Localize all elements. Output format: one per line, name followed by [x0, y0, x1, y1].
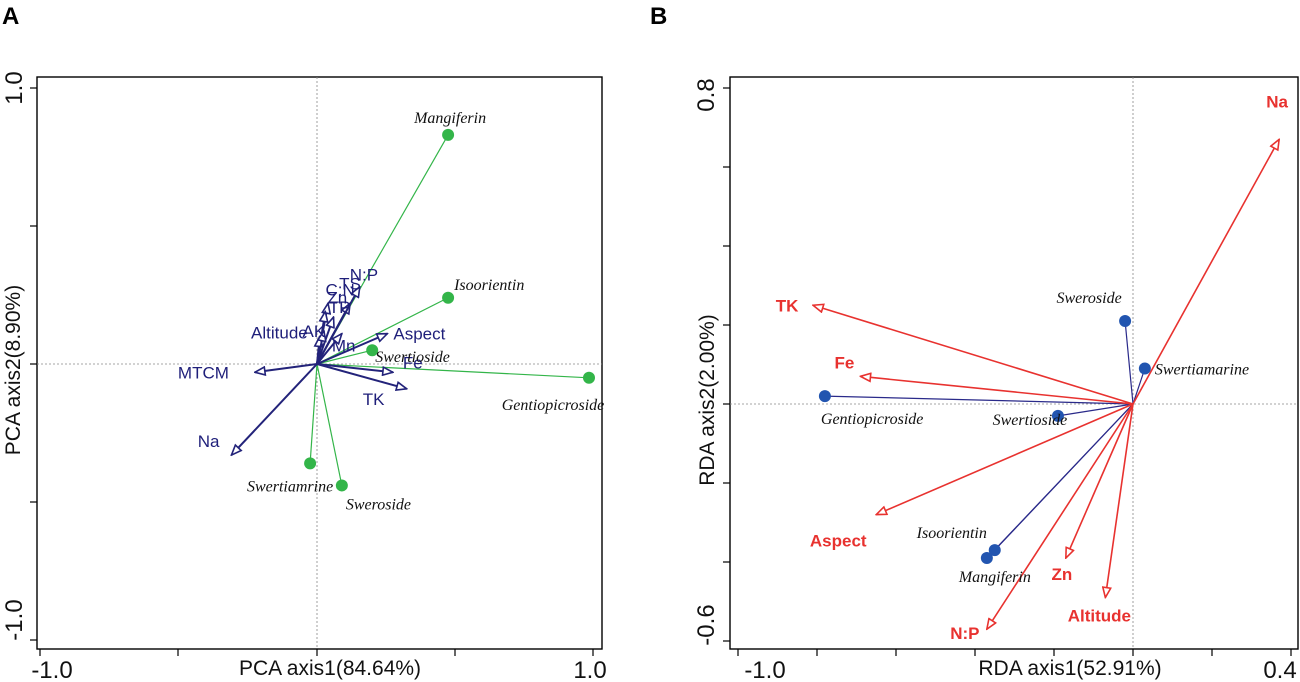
- pca-compound-point-swertiamrine: [304, 457, 317, 470]
- pca-vector-label-altitude: Altitude: [251, 323, 308, 342]
- rda-plot-frame: [729, 76, 1299, 650]
- pca-compound-line-sweroside: [316, 363, 343, 486]
- pca-y-axis-label: PCA axis2(8.90%): [2, 285, 25, 455]
- rda-x-ticks: [737, 649, 1292, 656]
- rda-vector-label-altitude: Altitude: [1068, 607, 1131, 626]
- pca-compound-point-swertioside: [366, 344, 379, 357]
- pca-vector-label-n-p: N:P: [350, 266, 378, 285]
- pca-compound-point-gentiopicroside: [583, 371, 595, 384]
- rda-x-tick-min: -1.0: [744, 657, 785, 682]
- pca-compound-label-swertiamrine: Swertiamrine: [247, 478, 333, 495]
- rda-y-tick-max: 0.8: [693, 78, 720, 111]
- pca-compound-label-gentiopicroside: Gentiopicroside: [502, 397, 605, 414]
- rda-x-tick-max: 0.4: [1263, 657, 1296, 682]
- rda-y-ticks: [723, 87, 730, 642]
- pca-vector-ak: [316, 331, 324, 365]
- pca-y-ticks: [30, 87, 37, 641]
- rda-compound-line-swertiamarine: [1132, 368, 1146, 405]
- pca-x-tick-min: -1.0: [31, 657, 72, 682]
- pca-vector-label-tp: TP: [329, 298, 351, 317]
- rda-vector-label-fe: Fe: [835, 353, 855, 372]
- rda-compound-point-isoorientin: [988, 544, 1001, 557]
- pca-x-tick-max: 1.0: [573, 657, 606, 682]
- pca-panel: A -1.0 1.0 1.0 -1.0 PCA axis1(84.64%) PC…: [1, 3, 607, 682]
- rda-vector-na: [1132, 139, 1279, 405]
- pca-compound-label-mangiferin: Mangiferin: [413, 110, 486, 127]
- pca-vector-label-na: Na: [198, 432, 220, 451]
- pca-plot-frame: [36, 76, 603, 650]
- pca-compound-point-isoorientin: [442, 291, 455, 304]
- rda-compound-label-sweroside: Sweroside: [1057, 290, 1122, 307]
- rda-vector-altitude: [1105, 403, 1134, 598]
- pca-compound-line-isoorientin: [316, 297, 449, 365]
- rda-vector-zn: [1066, 403, 1134, 558]
- rda-panel: B -1.0 0.4 0.8 -0.6 RDA axis1(52.: [650, 3, 1299, 682]
- rda-x-axis-label: RDA axis1(52.91%): [978, 657, 1161, 680]
- pca-y-tick-min: -1.0: [1, 599, 28, 640]
- rda-vector-label-n-p: N:P: [950, 624, 979, 643]
- pca-x-ticks: [39, 649, 594, 656]
- pca-compound-label-isoorientin: Isoorientin: [453, 277, 524, 294]
- pca-vector-label-tk: TK: [363, 390, 385, 409]
- rda-compound-point-swertiamarine: [1138, 362, 1151, 375]
- pca-compound-label-swertioside: Swertioside: [375, 349, 450, 366]
- panel-label-b: B: [650, 3, 667, 30]
- pca-compound-line-swertiamrine: [309, 363, 318, 464]
- rda-compound-line-mangiferin: [986, 403, 1134, 559]
- rda-vector-fe: [860, 376, 1134, 405]
- rda-vector-label-aspect: Aspect: [810, 532, 867, 551]
- panel-label-a: A: [2, 3, 19, 30]
- pca-x-axis-label: PCA axis1(84.64%): [239, 657, 421, 680]
- rda-compound-label-isoorientin: Isoorientin: [916, 525, 987, 542]
- pca-vector-label-mn: Mn: [332, 337, 356, 356]
- pca-y-tick-max: 1.0: [1, 71, 28, 104]
- pca-vector-n-p: [316, 287, 360, 365]
- pca-vector-tk: [316, 363, 407, 389]
- rda-compound-line-sweroside: [1124, 320, 1134, 405]
- pca-vector-label-c-n: C:N: [325, 280, 354, 299]
- rda-compound-point-sweroside: [1119, 315, 1132, 328]
- pca-compound-line-gentiopicroside: [316, 363, 590, 379]
- rda-y-axis-label: RDA axis2(2.00%): [696, 314, 719, 486]
- rda-vector-label-na: Na: [1266, 92, 1288, 111]
- rda-compound-label-swertioside: Swertioside: [993, 412, 1068, 429]
- pca-vector-label-zn: Zn: [327, 289, 347, 308]
- rda-compound-point-swertioside: [1051, 409, 1064, 422]
- pca-vector-aspect: [316, 332, 387, 365]
- rda-compound-label-mangiferin: Mangiferin: [958, 569, 1031, 586]
- pca-compound-point-sweroside: [335, 479, 348, 492]
- rda-vector-tk: [813, 305, 1134, 405]
- pca-vector-label-fe: Fe: [403, 353, 423, 372]
- rda-compound-label-gentiopicroside: Gentiopicroside: [821, 411, 924, 428]
- pca-vector-mtcm: [255, 363, 318, 372]
- pca-vector-label-ts: TS: [339, 274, 361, 293]
- rda-compound-label-swertiamarine: Swertiamarine: [1155, 361, 1249, 378]
- rda-y-tick-min: -0.6: [693, 604, 720, 645]
- rda-vector-label-tk: TK: [776, 296, 799, 315]
- pca-vector-label-ak: AK: [303, 322, 326, 341]
- rda-compound-point-mangiferin: [980, 552, 993, 565]
- rda-compound-line-swertioside: [1057, 403, 1134, 417]
- pca-vector-fe: [316, 363, 393, 372]
- pca-compound-line-swertioside: [316, 349, 373, 365]
- pca-vector-label-aspect: Aspect: [393, 325, 445, 344]
- pca-compound-point-mangiferin: [442, 128, 455, 141]
- pca-vector-mn: [316, 334, 342, 365]
- pca-vector-label-mtcm: MTCM: [178, 363, 229, 382]
- rda-vector-aspect: [876, 403, 1134, 515]
- rda-compound-line-gentiopicroside: [824, 395, 1134, 405]
- rda-vector-n-p: [987, 403, 1134, 629]
- rda-compound-point-gentiopicroside: [818, 390, 831, 403]
- rda-vector-label-zn: Zn: [1051, 565, 1072, 584]
- pca-vector-na: [231, 363, 318, 455]
- pca-compound-label-sweroside: Sweroside: [346, 496, 411, 513]
